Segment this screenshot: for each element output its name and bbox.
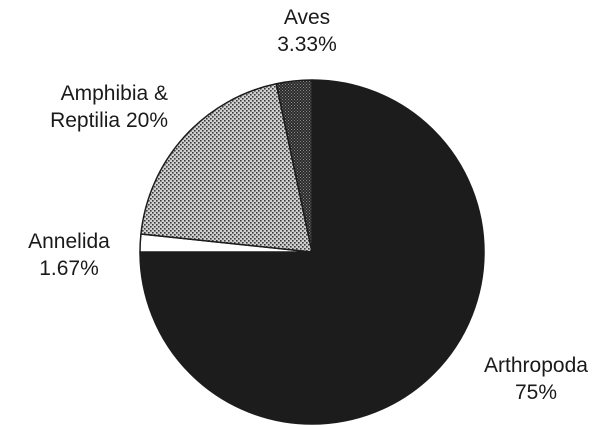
slice-label-annelida-name: Annelida bbox=[28, 230, 110, 253]
slice-label-amphibia-reptilia-line1: Amphibia & bbox=[60, 82, 168, 105]
slice-label-arthropoda-value: 75% bbox=[514, 381, 558, 404]
slice-label-aves-value: 3.33% bbox=[277, 33, 337, 56]
slice-label-amphibia-reptilia-value: 20% bbox=[125, 109, 168, 132]
slice-label-annelida: Annelida 1.67% bbox=[4, 228, 134, 282]
slice-label-amphibia-reptilia-line2-name: Reptilia bbox=[50, 109, 121, 132]
slice-label-amphibia-reptilia-line2: Reptilia 20% bbox=[0, 107, 168, 134]
pie-slice-aves bbox=[275, 79, 313, 253]
slice-label-amphibia-reptilia: Amphibia & Reptilia 20% bbox=[0, 80, 168, 134]
slice-label-arthropoda: Arthropoda 75% bbox=[458, 352, 614, 406]
slice-label-annelida-value: 1.67% bbox=[39, 257, 99, 280]
slice-label-arthropoda-name: Arthropoda bbox=[484, 354, 588, 377]
slice-label-aves-name: Aves bbox=[283, 6, 331, 29]
slice-label-aves: Aves 3.33% bbox=[252, 4, 362, 58]
pie-slice-amphibia bbox=[140, 83, 313, 253]
